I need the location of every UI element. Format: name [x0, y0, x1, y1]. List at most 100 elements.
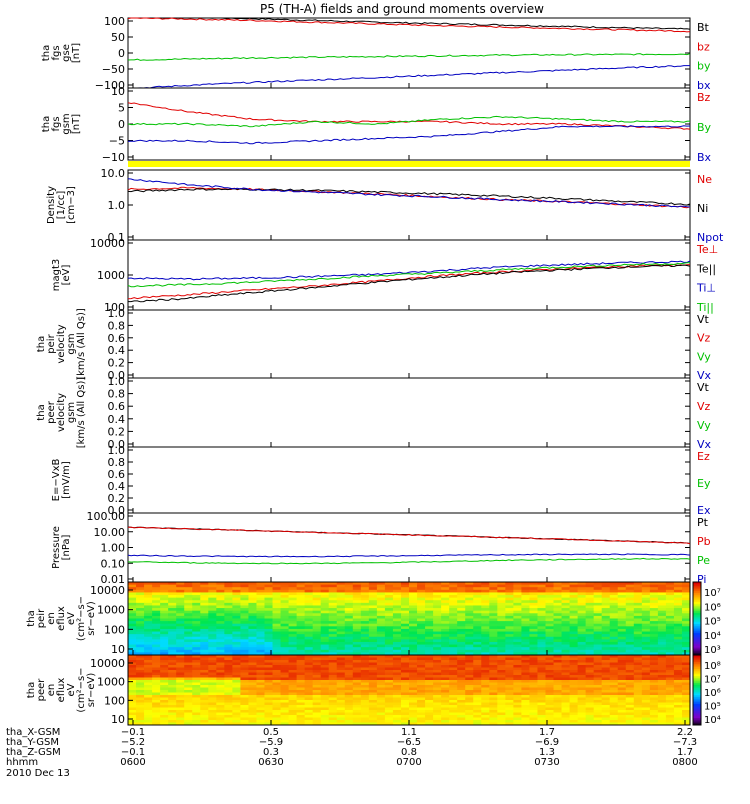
spectrogram-cell	[537, 605, 546, 609]
spectrogram-cell	[553, 589, 563, 593]
spectrogram-cell	[288, 631, 298, 635]
colorbar-cell	[693, 705, 701, 708]
spectrogram-cell	[665, 687, 675, 691]
spectrogram-cell	[256, 597, 265, 601]
spectrogram-cell	[280, 710, 290, 713]
spectrogram-cell	[609, 715, 619, 718]
spectrogram-cell	[465, 690, 474, 693]
spectrogram-cell	[505, 660, 514, 663]
spectrogram-cell	[601, 685, 611, 688]
spectrogram-cell	[481, 595, 490, 599]
spectrogram-cell	[304, 582, 314, 586]
spectrogram-cell	[312, 623, 322, 627]
spectrogram-cell	[400, 584, 410, 588]
spectrogram-cell	[681, 621, 691, 625]
spectrogram-cell	[272, 652, 282, 656]
colorbar-frame	[692, 654, 702, 726]
spectrogram-cell	[529, 700, 538, 703]
spectrogram-cell	[176, 595, 185, 599]
spectrogram-cell	[336, 685, 346, 688]
spectrogram-cell	[577, 639, 587, 643]
spectrogram-cell	[136, 662, 145, 666]
colorbar-cell	[693, 723, 701, 726]
spectrogram-cell	[457, 597, 466, 601]
spectrogram-cell	[409, 672, 418, 676]
colorbar-cell	[693, 634, 701, 638]
spectrogram-cell	[192, 628, 201, 633]
spectrogram-cell	[272, 670, 282, 673]
spectrogram-cell	[352, 634, 362, 638]
spectrogram-cell	[360, 677, 370, 681]
spectrogram-cell	[320, 697, 330, 701]
colorbar-cell	[693, 721, 701, 724]
y-axis-label: [nPa]	[61, 534, 72, 560]
spectrogram-cell	[304, 722, 314, 726]
spectrogram-cell	[633, 662, 643, 666]
spectrogram-cell	[649, 592, 659, 596]
spectrogram-cell	[144, 615, 153, 619]
spectrogram-cell	[384, 665, 394, 668]
spectrogram-cell	[288, 675, 298, 678]
colorbar-cell	[693, 702, 701, 705]
spectrogram-cell	[649, 702, 659, 706]
spectrogram-cell	[425, 692, 434, 696]
spectrogram-cell	[376, 623, 386, 627]
spectrogram-cell	[465, 652, 474, 656]
spectrogram-cell	[649, 597, 659, 601]
spectrogram-cell	[561, 649, 571, 653]
spectrogram-cell	[569, 720, 579, 723]
spectrogram-cell	[441, 623, 450, 627]
spectrogram-cell	[641, 647, 651, 651]
spectrogram-cell	[601, 702, 611, 706]
spectrogram-cell	[633, 670, 643, 673]
spectrogram-cell	[216, 660, 225, 663]
spectrogram-cell	[425, 670, 434, 673]
spectrogram-cell	[240, 700, 249, 703]
spectrogram-cell	[417, 717, 426, 721]
spectrogram-cell	[248, 670, 257, 673]
panel-frame	[127, 169, 691, 241]
spectrogram-cell	[248, 584, 257, 588]
spectrogram-cell	[545, 680, 555, 683]
colorbar-cell	[693, 613, 701, 616]
spectrogram-cell	[633, 690, 643, 693]
spectrogram-cell	[665, 702, 675, 706]
spectrogram-cell	[657, 639, 667, 643]
spectrogram-cell	[392, 717, 402, 721]
spectrogram-cell	[417, 621, 426, 625]
spectrogram-cell	[537, 597, 546, 601]
spectrogram-cell	[224, 595, 233, 599]
spectrogram-cell	[457, 685, 466, 688]
spectrogram-cell	[272, 649, 282, 653]
spectrogram-cell	[368, 677, 378, 681]
spectrogram-cell	[649, 602, 659, 606]
spectrogram-cell	[368, 636, 378, 640]
spectrogram-cell	[384, 702, 394, 706]
spectrogram-cell	[248, 652, 257, 656]
spectrogram-cell	[168, 717, 177, 721]
spectrogram-cell	[192, 623, 201, 627]
spectrogram-cell	[649, 680, 659, 683]
spectrogram-cell	[561, 631, 571, 635]
spectrogram-cell	[441, 722, 450, 726]
spectrogram-cell	[513, 608, 522, 612]
spectrogram-cell	[409, 626, 418, 630]
panel-frame	[127, 239, 691, 311]
spectrogram-cell	[569, 700, 579, 703]
legend-entry: Vt	[697, 313, 710, 326]
spectrogram-cell	[256, 652, 265, 656]
spectrogram-cell	[192, 621, 201, 625]
spectrogram-cell	[216, 680, 225, 683]
spectrogram-cell	[160, 602, 169, 606]
spectrogram-cell	[497, 641, 506, 646]
spectrogram-cell	[601, 644, 611, 648]
spectrogram-cell	[513, 672, 522, 676]
spectrogram-cell	[665, 712, 675, 716]
spectrogram-cell	[457, 644, 466, 648]
spectrogram-cell	[657, 690, 667, 693]
spectrogram-cell	[649, 697, 659, 701]
spectrogram-cell	[521, 717, 530, 721]
spectrogram-cell	[328, 595, 338, 599]
spectrogram-cell	[216, 621, 225, 625]
spectrogram-cell	[513, 655, 522, 658]
